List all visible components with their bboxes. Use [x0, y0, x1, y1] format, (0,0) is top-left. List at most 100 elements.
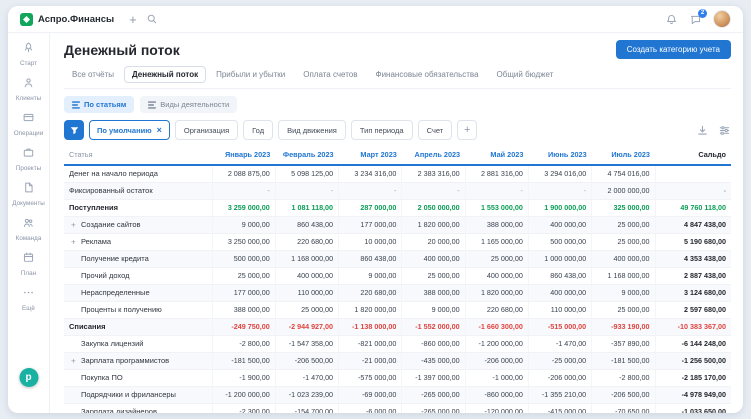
cell: 220 680,00: [338, 284, 402, 302]
quick-add-button[interactable]: +: [129, 11, 137, 27]
cell: -206 500,00: [274, 352, 339, 370]
cell: -: [211, 182, 276, 200]
table-row[interactable]: + Реклама 3 250 000,00 220 680,00 10 000,00 2…: [64, 233, 731, 251]
tab-cash-flow[interactable]: Денежный поток: [123, 66, 207, 83]
table-row[interactable]: Прочий доход 25 000,00 400 000,00 9 000,00 2…: [64, 267, 731, 285]
cell: -2 185 170,00: [654, 369, 731, 387]
main-content: Денежный поток Создать категорию учета В…: [50, 33, 743, 413]
cell: -1 470,00: [527, 335, 592, 353]
cell: -1 470,00: [274, 369, 339, 387]
table-row[interactable]: Получение кредита 500 000,00 1 168 000,00 8…: [64, 250, 731, 268]
table-row[interactable]: Подрядчики и фрилансеры -1 200 000,00 -1 0…: [64, 386, 731, 404]
cell: 1 081 118,00: [274, 198, 339, 217]
cell: 3 124 680,00: [654, 284, 731, 302]
expand-icon[interactable]: +: [71, 356, 76, 365]
table-row[interactable]: Проценты к получению 388 000,00 25 000,00 1…: [64, 301, 731, 319]
cell: -25 000,00: [527, 352, 592, 370]
cell: 1 900 000,00: [527, 198, 592, 217]
filter-year-button[interactable]: Год: [243, 120, 274, 140]
cell: 220 680,00: [274, 233, 339, 251]
cell: -206 500,00: [591, 386, 655, 404]
clients-icon: [22, 76, 35, 94]
cell: 25 000,00: [464, 250, 529, 268]
table-row[interactable]: + Зарплата программистов -181 500,00 -206 5…: [64, 352, 731, 370]
filter-movement-type-button[interactable]: Вид движения: [278, 120, 346, 140]
cell: 25 000,00: [591, 216, 655, 234]
column-header: Июль 2023: [591, 146, 655, 166]
filter-organization-button[interactable]: Организация: [174, 120, 239, 140]
row-label: + Зарплата программистов: [64, 352, 212, 370]
sidebar-item-plan[interactable]: План: [21, 251, 36, 277]
table-row[interactable]: Закупка лицензий -2 800,00 -1 547 358,00 -8…: [64, 335, 731, 353]
filter-period-type-button[interactable]: Тип периода: [350, 120, 413, 140]
cell: -70 650,00: [591, 403, 655, 413]
notifications-bell-icon[interactable]: [665, 13, 678, 26]
add-filter-button[interactable]: +: [457, 120, 478, 140]
sidebar-item-team[interactable]: Команда: [16, 216, 41, 242]
table-row[interactable]: Поступления 3 259 000,00 1 081 118,00 287 0…: [64, 198, 731, 217]
more-icon: [22, 286, 35, 304]
table-row[interactable]: Денег на начало периода 2 088 875,00 5 098…: [64, 165, 731, 183]
sidebar-item-operations[interactable]: Операции: [14, 111, 43, 137]
search-icon[interactable]: [146, 13, 158, 25]
close-icon[interactable]: ×: [156, 124, 162, 135]
help-widget[interactable]: p: [19, 368, 38, 387]
tab-profit-loss[interactable]: Прибыли и убытки: [208, 66, 293, 83]
tab-budget[interactable]: Общий бюджет: [489, 66, 562, 83]
list-icon: [148, 100, 157, 109]
app-logo[interactable]: Аспро.Финансы: [20, 12, 114, 26]
sidebar-item-projects[interactable]: Проекты: [16, 146, 41, 172]
table-row[interactable]: Фиксированный остаток - - - - - -2 000 000,00-: [64, 182, 731, 200]
cell: 400 000,00: [527, 284, 592, 302]
tab-liabilities[interactable]: Финансовые обязательства: [368, 66, 487, 83]
sidebar-item-documents[interactable]: Документы: [12, 181, 45, 207]
cell: 5 098 125,00: [274, 165, 339, 183]
filter-account-button[interactable]: Счет: [417, 120, 453, 140]
cell: -181 500,00: [211, 352, 276, 370]
cell: -1 000,00: [464, 369, 529, 387]
tab-invoices[interactable]: Оплата счетов: [295, 66, 365, 83]
sidebar-item-label: Старт: [19, 60, 38, 67]
cell: -357 890,00: [591, 335, 655, 353]
column-header: Сальдо: [655, 146, 731, 166]
column-header: Январь 2023: [212, 146, 276, 166]
app-window: Аспро.Финансы + 2 Старт Клиенты Операции Пр…: [8, 6, 743, 413]
cell: -1 200 000,00: [464, 335, 529, 353]
filter-button[interactable]: [64, 120, 84, 140]
sidebar-nav: Старт Клиенты Операции Проекты Документы Кома…: [8, 33, 50, 413]
default-filter-chip[interactable]: По умолчанию ×: [89, 120, 170, 140]
download-icon[interactable]: [696, 124, 709, 137]
cell: 2 881 316,00: [464, 165, 529, 183]
cell: -515 000,00: [527, 317, 592, 336]
column-header: Июнь 2023: [528, 146, 592, 166]
cell: 3 234 316,00: [338, 165, 402, 183]
cell: 400 000,00: [464, 267, 529, 285]
table-row[interactable]: Нераспределенные 177 000,00 110 000,00 220 …: [64, 284, 731, 302]
cell: -1 256 500,00: [654, 352, 731, 370]
cell: -206 000,00: [527, 369, 592, 387]
settings-sliders-icon[interactable]: [718, 124, 731, 137]
page-title: Денежный поток: [64, 41, 180, 58]
cell: 1 820 000,00: [401, 216, 466, 234]
table-row[interactable]: + Создание сайтов 9 000,00 860 438,00 177 00…: [64, 216, 731, 234]
view-toggle-by-articles[interactable]: По статьям: [64, 96, 135, 113]
table-row[interactable]: Покупка ПО -1 900,00 -1 470,00 -575 000,00-…: [64, 369, 731, 387]
cell: -1 138 000,00: [338, 317, 402, 336]
column-header: Статья: [64, 146, 212, 166]
create-category-button[interactable]: Создать категорию учета: [615, 40, 731, 59]
cell: 860 438,00: [274, 216, 339, 234]
cell: 2 887 438,00: [654, 267, 731, 285]
cell: 25 000,00: [591, 301, 655, 319]
user-avatar[interactable]: [713, 10, 731, 28]
table-row[interactable]: Списания -249 750,00 -2 944 927,00 -1 138 0…: [64, 317, 731, 336]
sidebar-item-clients[interactable]: Клиенты: [16, 76, 41, 102]
tab-all-reports[interactable]: Все отчёты: [64, 66, 122, 83]
default-filter-label: По умолчанию: [97, 125, 152, 135]
sidebar-item-start[interactable]: Старт: [20, 41, 37, 67]
sidebar-item-more[interactable]: Ещё: [22, 286, 35, 312]
table-row[interactable]: Зарплата дизайнеров -2 300,00 -154 700,00-…: [64, 403, 731, 413]
expand-icon[interactable]: +: [71, 220, 76, 229]
cell: 9 000,00: [591, 284, 655, 302]
view-toggle-by-activity[interactable]: Виды деятельности: [140, 96, 238, 113]
expand-icon[interactable]: +: [71, 237, 76, 246]
